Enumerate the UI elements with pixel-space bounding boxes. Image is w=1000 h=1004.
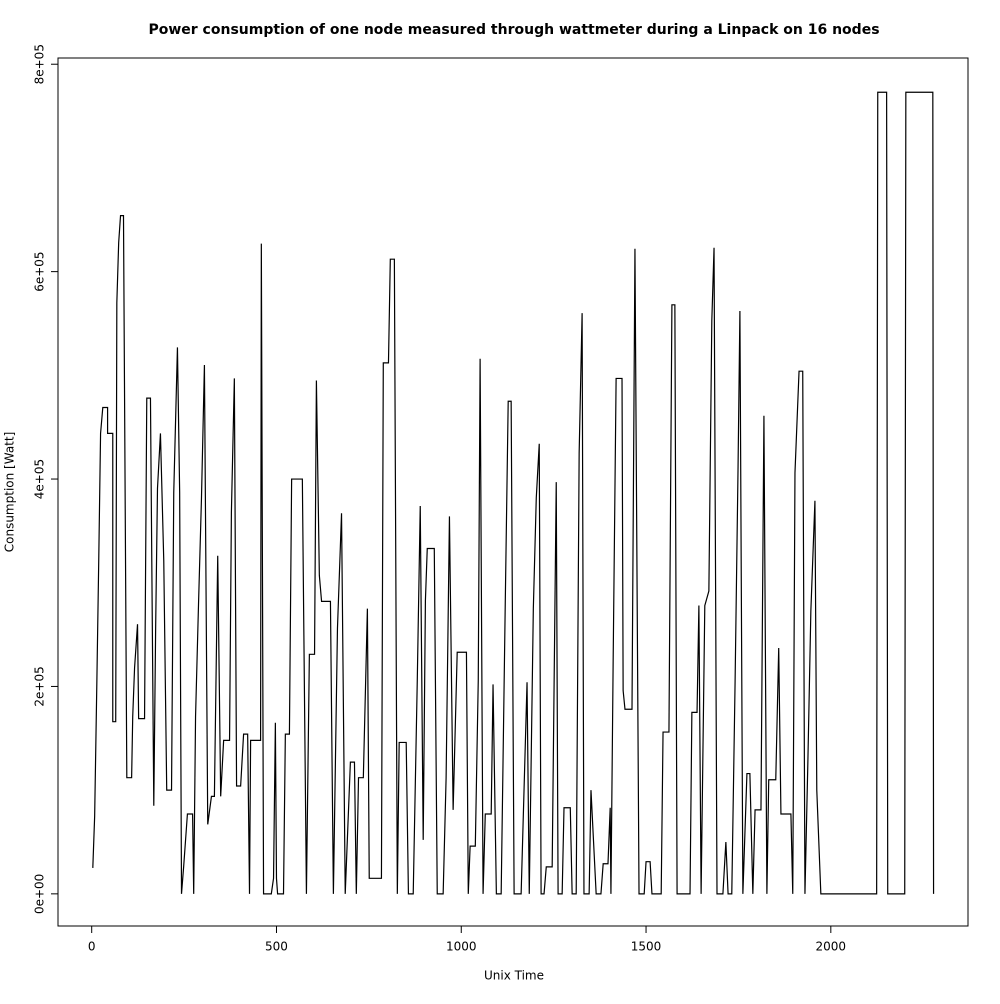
x-tick-label: 1000 bbox=[446, 940, 477, 954]
x-axis-label: Unix Time bbox=[484, 969, 544, 983]
x-tick-label: 1500 bbox=[631, 940, 662, 954]
x-tick-label: 500 bbox=[265, 940, 288, 954]
y-tick-label: 2e+05 bbox=[33, 666, 47, 706]
y-tick-label: 6e+05 bbox=[33, 251, 47, 291]
y-tick-label: 8e+05 bbox=[33, 44, 47, 84]
x-tick-label: 0 bbox=[88, 940, 96, 954]
data-line bbox=[92, 91, 935, 895]
y-tick-label: 0e+00 bbox=[33, 874, 47, 914]
x-tick-label: 2000 bbox=[816, 940, 847, 954]
chart-title: Power consumption of one node measured t… bbox=[148, 22, 879, 38]
y-tick-label: 4e+05 bbox=[33, 459, 47, 499]
y-axis-label: Consumption [Watt] bbox=[3, 432, 17, 553]
